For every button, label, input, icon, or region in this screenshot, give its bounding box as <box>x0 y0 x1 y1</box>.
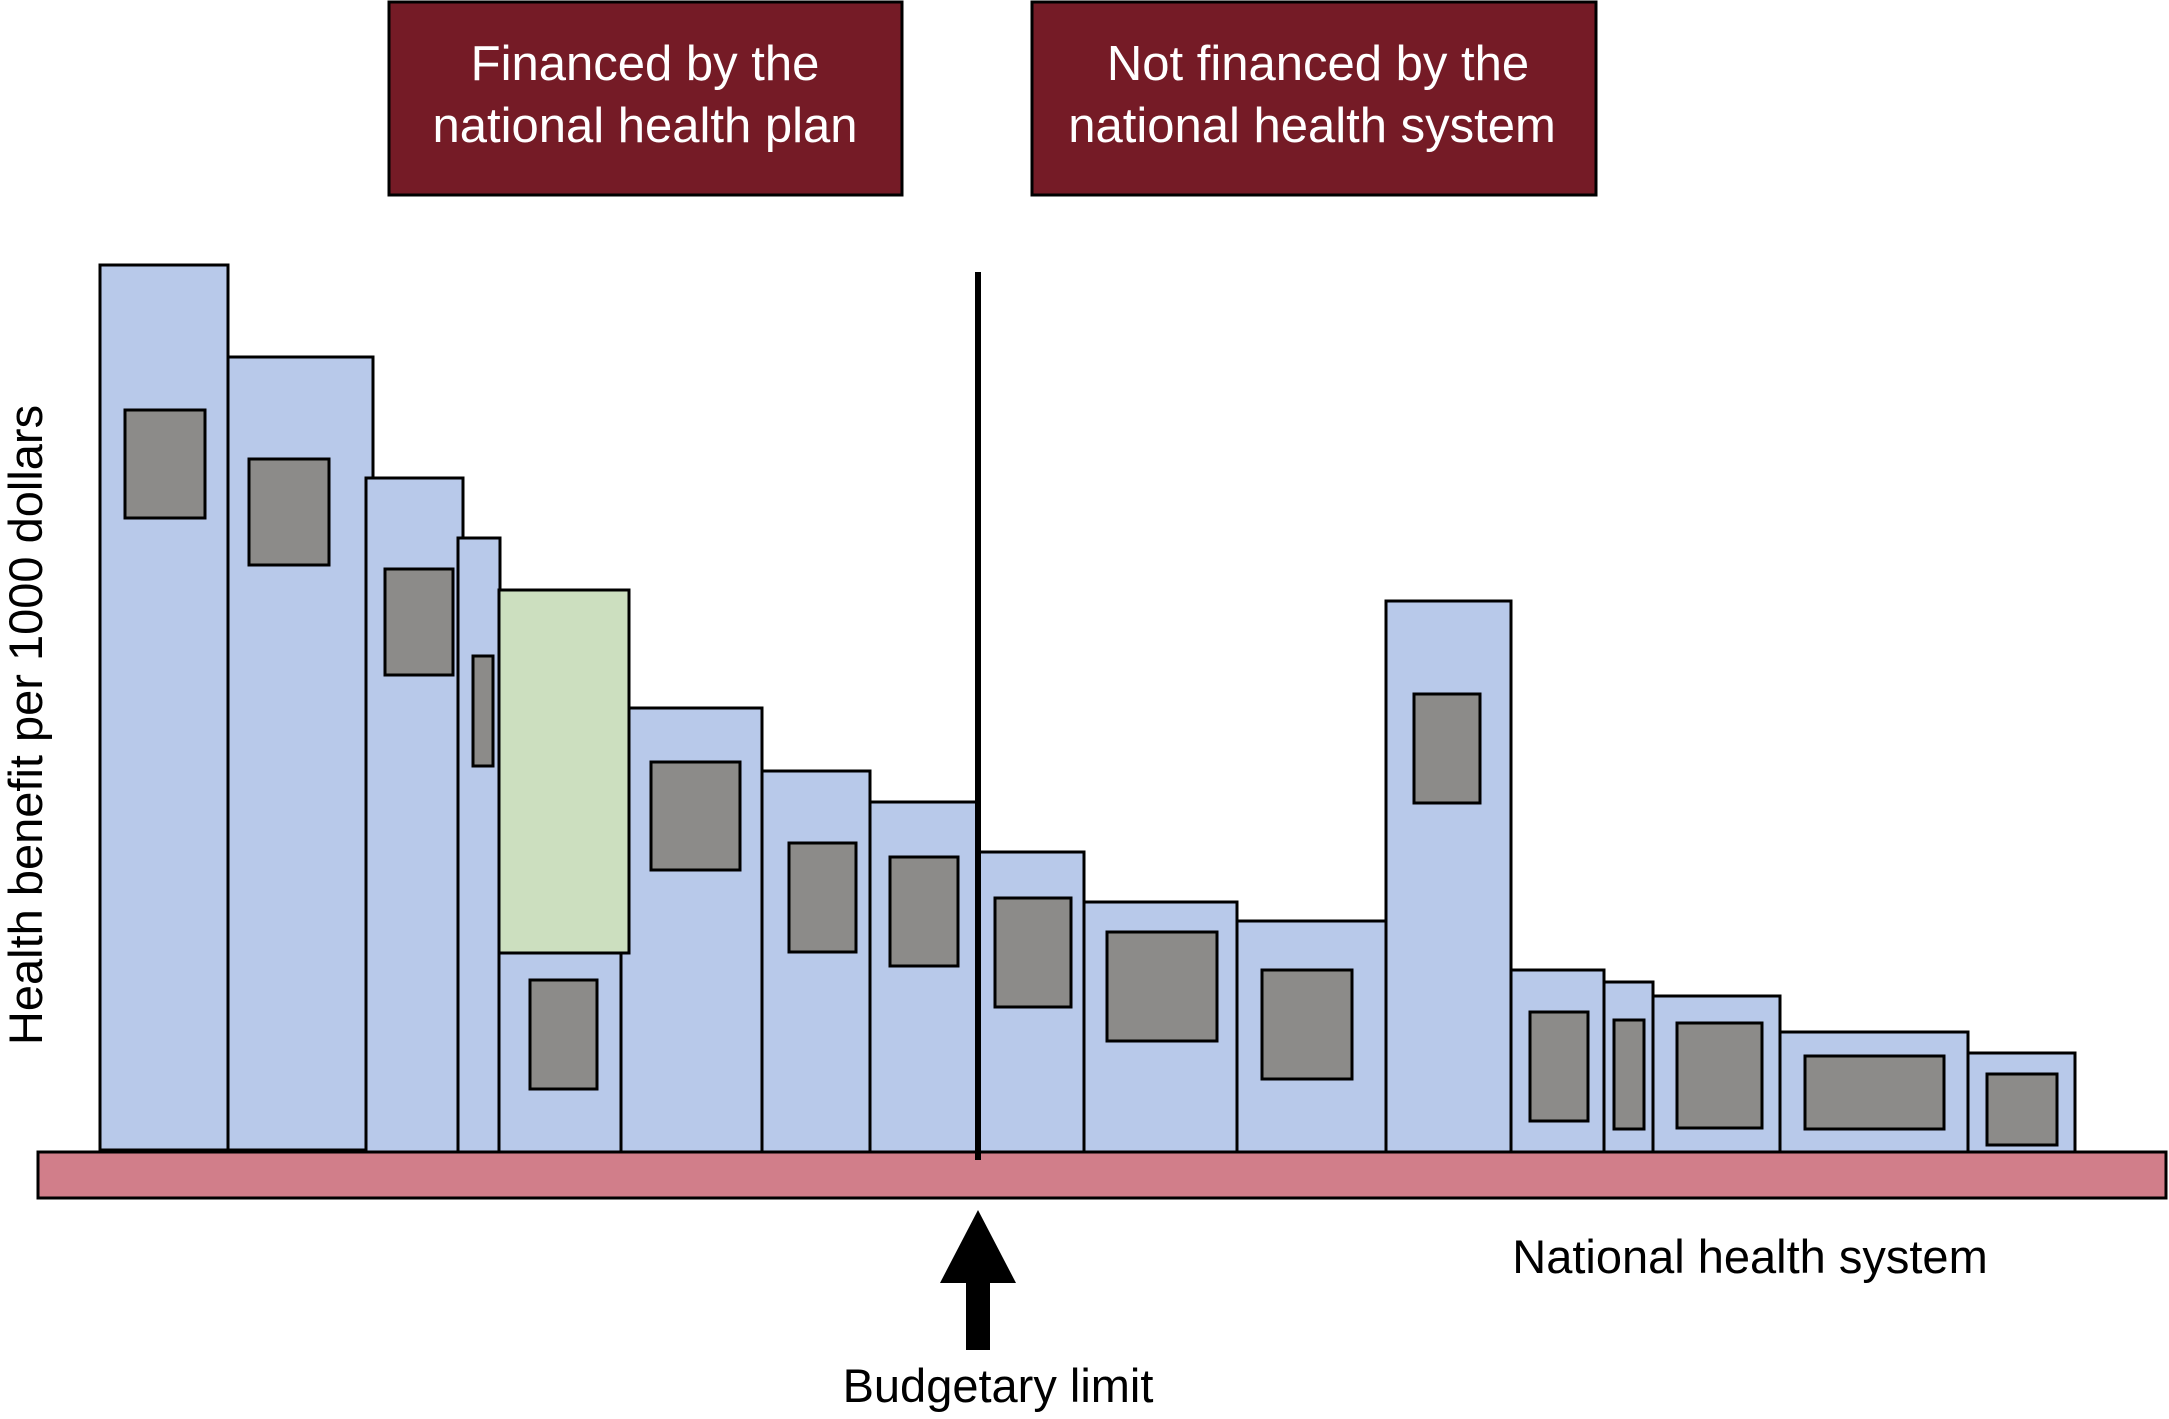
cost-box <box>1803 1054 1946 1131</box>
financed-banner-line-1: Financed by the <box>471 37 820 91</box>
cost-box <box>1412 692 1482 805</box>
national-health-system-base <box>36 1150 2168 1200</box>
program-bars <box>98 263 2077 1154</box>
cost-box <box>123 408 207 520</box>
not-financed-banner: Not financed by the national health syst… <box>1030 0 1598 197</box>
budgetary-limit-label: Budgetary limit <box>843 1359 1154 1412</box>
budget-arrow-icon <box>940 1210 1016 1350</box>
cost-box <box>471 654 495 768</box>
cost-box <box>1105 930 1219 1043</box>
program-bar <box>1384 599 1513 1154</box>
highlighted-program-bar <box>497 588 631 955</box>
cost-box <box>1675 1021 1764 1130</box>
program-bar <box>98 263 230 1152</box>
cost-box <box>528 978 599 1091</box>
not-financed-banner-line-2: national health system <box>1068 99 1556 153</box>
cost-box <box>787 841 858 954</box>
x-axis-label: National health system <box>1512 1230 1987 1283</box>
program-bar <box>868 800 980 1154</box>
financed-banner-line-2: national health plan <box>432 99 857 153</box>
y-axis-label: Health benefit per 1000 dollars <box>0 405 52 1045</box>
not-financed-banner-box <box>1030 0 1598 197</box>
cost-box <box>993 896 1073 1009</box>
financed-banner-box <box>387 0 904 197</box>
cost-box <box>1985 1072 2059 1147</box>
program-bar <box>760 769 872 1154</box>
financed-banner: Financed by the national health plan <box>387 0 904 197</box>
cost-box <box>649 760 742 872</box>
cost-box <box>888 855 960 968</box>
not-financed-banner-line-1: Not financed by the <box>1107 37 1529 91</box>
program-bar <box>456 536 502 1154</box>
cost-box <box>1260 968 1354 1081</box>
cost-box <box>383 567 455 677</box>
cost-box <box>1612 1018 1646 1131</box>
cost-box <box>1528 1010 1590 1123</box>
cost-box <box>247 457 331 567</box>
